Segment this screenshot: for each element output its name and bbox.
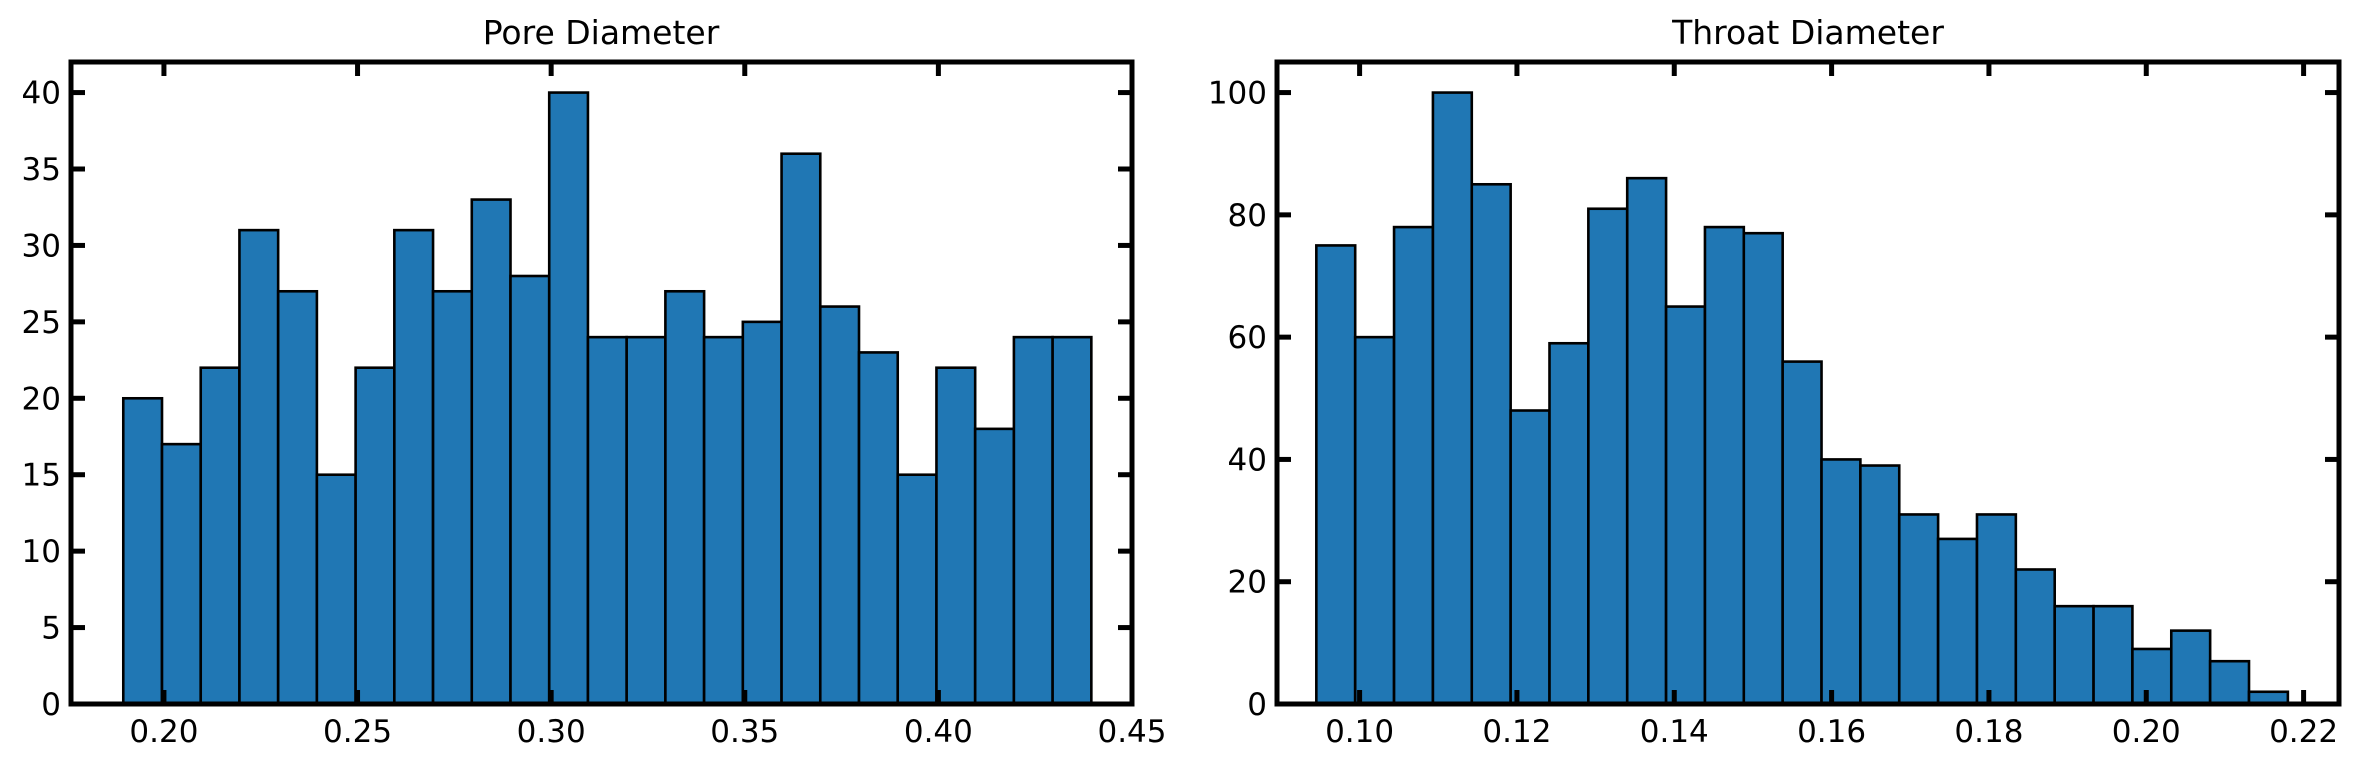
ticks: 0.10 0.12 0.14 0.16 0.18 0.20 0.22 0 20 40 60 80 100 [1208, 62, 2339, 750]
histogram-bar: 24 [586, 335, 628, 706]
histogram-bar: 20 [121, 396, 164, 706]
histogram-bar: 85 [1470, 182, 1512, 706]
bars: 2017223127152231273328402424272425362623… [121, 91, 1093, 706]
histogram-bar: 100 [1431, 91, 1474, 706]
histogram-bar: 16 [2092, 604, 2134, 706]
histogram-bar: 48 [1509, 409, 1551, 706]
x-tick-label: 0.20 [2112, 714, 2181, 750]
histogram-bar: 25 [741, 320, 783, 706]
histogram-bar: 15 [315, 473, 357, 706]
histogram-bar: 22 [2014, 568, 2056, 706]
y-tick-label: 100 [1208, 76, 1267, 112]
y-tick-label: 0 [41, 687, 61, 723]
histogram-bar: 27 [431, 289, 474, 706]
histogram-bar: 9 [2131, 647, 2173, 706]
x-tick-label: 0.35 [710, 714, 779, 750]
histogram-bar: 27 [664, 289, 706, 706]
histogram-bar: 7 [2208, 659, 2251, 706]
x-tick-label: 0.30 [517, 714, 586, 750]
histogram-bar: 77 [1742, 231, 1784, 706]
chart-title: Throat Diameter [1671, 13, 1944, 52]
histogram-bar: 24 [625, 335, 667, 706]
histogram-bar: 24 [1012, 335, 1054, 706]
y-tick-label: 35 [22, 152, 61, 188]
x-tick-label: 0.10 [1325, 714, 1394, 750]
histogram-bar: 12 [2169, 629, 2212, 706]
histogram-bar: 78 [1392, 225, 1435, 706]
histogram-bar: 28 [509, 274, 551, 706]
histogram-bar: 27 [276, 289, 319, 706]
x-tick-label: 0.40 [904, 714, 973, 750]
y-tick-label: 10 [22, 534, 61, 570]
axes-frame [1274, 59, 2342, 707]
y-tick-label: 20 [22, 381, 61, 417]
x-tick-label: 0.12 [1482, 714, 1551, 750]
histogram-bar: 26 [818, 305, 861, 706]
y-tick-label: 30 [22, 228, 61, 264]
bars: 7560781008548598186657877564039312731221… [1315, 91, 2290, 706]
histogram-bar: 60 [1353, 335, 1396, 706]
histogram-bar: 33 [470, 198, 512, 706]
y-tick-label: 40 [22, 76, 61, 112]
axes-frame [68, 59, 1135, 707]
histogram-bar: 22 [199, 366, 241, 706]
histogram-bar: 31 [1897, 513, 1940, 706]
pore-diameter-panel: Pore Diameter 20172231271522312733284024… [22, 13, 1167, 750]
y-tick-label: 5 [41, 611, 61, 647]
histogram-bar: 65 [1664, 305, 1707, 706]
ticks: 0.20 0.25 0.30 0.35 0.40 0.45 0 5 10 15 20 25 30 35 40 [22, 62, 1167, 750]
histogram-bar: 24 [1051, 335, 1093, 706]
x-tick-label: 0.20 [129, 714, 198, 750]
histogram-bar: 15 [896, 473, 938, 706]
y-tick-label: 60 [1228, 320, 1267, 356]
histogram-bar: 86 [1625, 176, 1668, 706]
y-tick-label: 80 [1228, 198, 1267, 234]
x-tick-label: 0.18 [1954, 714, 2023, 750]
histogram-bar: 24 [702, 335, 745, 706]
histogram-bar: 22 [935, 366, 977, 706]
histogram-bar: 40 [547, 91, 590, 706]
x-tick-label: 0.45 [1097, 714, 1166, 750]
y-tick-label: 15 [22, 458, 61, 494]
histogram-bar: 31 [238, 228, 280, 706]
histogram-bar: 27 [1936, 537, 1979, 706]
histogram-bar: 22 [354, 366, 396, 706]
x-tick-label: 0.25 [323, 714, 392, 750]
histogram-bar: 81 [1587, 207, 1629, 706]
histogram-bar: 40 [1820, 458, 1862, 706]
y-tick-label: 40 [1228, 442, 1267, 478]
y-tick-label: 25 [22, 305, 61, 341]
y-tick-label: 20 [1228, 565, 1267, 601]
histogram-bar: 56 [1781, 360, 1823, 706]
chart-title: Pore Diameter [483, 13, 720, 52]
histogram-bar: 75 [1315, 244, 1357, 706]
x-tick-label: 0.14 [1640, 714, 1709, 750]
histogram-bar: 31 [393, 228, 435, 706]
histogram-bar: 18 [973, 427, 1016, 706]
histogram-bar: 39 [1859, 464, 1901, 706]
histogram-bar: 78 [1703, 225, 1746, 706]
throat-diameter-panel: Throat Diameter 756078100854859818665787… [1208, 13, 2342, 750]
histogram-bar: 59 [1548, 341, 1590, 706]
histogram-bar: 36 [780, 152, 822, 706]
histogram-bar: 17 [160, 442, 203, 706]
histogram-bar: 16 [2053, 604, 2095, 706]
histogram-bar: 23 [857, 351, 900, 706]
y-tick-label: 0 [1247, 687, 1267, 723]
x-tick-label: 0.16 [1797, 714, 1866, 750]
histogram-bar: 31 [1975, 513, 2018, 706]
x-tick-label: 0.22 [2269, 714, 2338, 750]
